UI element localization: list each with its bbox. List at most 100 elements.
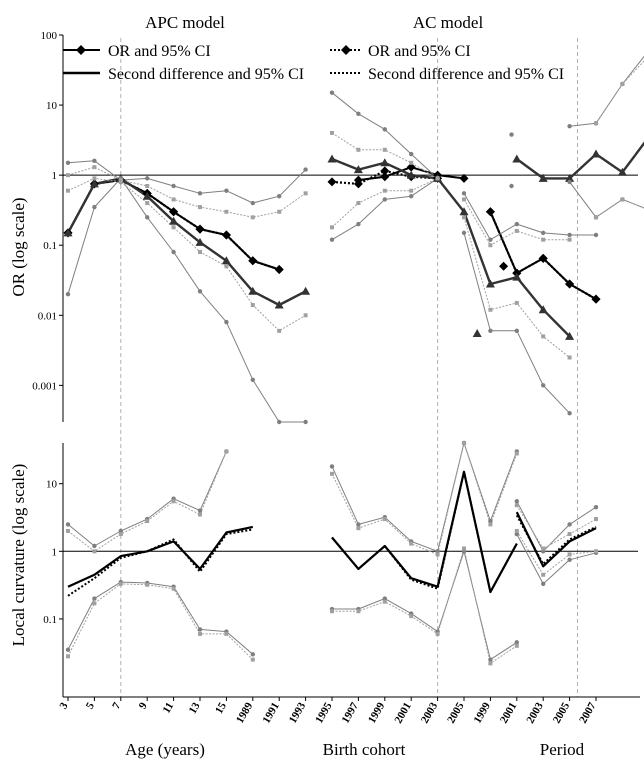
bottom-point-ci_dark <box>541 581 546 587</box>
x-tick-label: 7 <box>110 700 123 711</box>
top-point-ci_light <box>277 328 282 333</box>
top-point-ci_light <box>541 334 546 339</box>
bottom-series-lc_ac-1 <box>67 528 253 597</box>
top-point-ci_light <box>488 307 493 312</box>
bottom-point-ci_light <box>541 572 546 577</box>
top-point-ci_dark <box>514 328 519 334</box>
y-tick-label-top: 0.001 <box>32 380 57 392</box>
top-point-ci_light <box>567 237 572 242</box>
top-point-ci_light <box>330 225 334 230</box>
top-point-ci_dark <box>409 151 414 157</box>
top-point-ci_light <box>171 225 176 230</box>
top-point-ci_dark <box>303 167 308 172</box>
top-point-sd_apc <box>591 149 601 158</box>
top-point-sd_apc <box>617 167 627 176</box>
top-point-ci_dark <box>145 176 150 181</box>
top-point-sd_apc <box>221 256 231 265</box>
top-point-ci_dark <box>277 194 282 199</box>
top-point-ci_light <box>118 179 123 184</box>
top-point-ci_light <box>145 201 150 206</box>
top-point-ci_dark <box>171 249 176 255</box>
bottom-point-ci_dark <box>92 596 97 601</box>
top-point-ci_dark <box>567 232 572 238</box>
top-point-ci_dark <box>171 183 176 189</box>
series-layer <box>66 55 644 664</box>
bottom-point-ci_light <box>435 631 440 636</box>
top-point-ci_light <box>620 81 625 86</box>
top-point-or_ac <box>485 207 495 217</box>
bottom-point-ci_light <box>250 657 255 662</box>
legend-label-sd-apc: Second difference and 95% CI <box>108 66 304 83</box>
top-series-ci_light-25 <box>595 198 644 218</box>
bottom-point-ci_light <box>118 532 123 537</box>
x-group-label-period: Period <box>540 740 585 759</box>
top-point-or_ac <box>195 224 205 234</box>
top-point-standalone-diamond <box>499 261 509 271</box>
panel-title-apc: APC model <box>145 13 225 32</box>
top-point-sd_apc <box>142 191 152 200</box>
top-point-ci_dark <box>593 232 599 238</box>
x-tick-label: 1993 <box>287 700 309 725</box>
x-tick-label: 1989 <box>234 700 256 725</box>
bottom-point-ci_light <box>462 546 466 551</box>
bottom-point-ci_light <box>409 614 414 619</box>
top-point-or_ac <box>591 294 601 304</box>
bottom-point-ci_dark <box>250 652 255 657</box>
top-point-ci_light <box>435 176 440 181</box>
top-point-ci_light <box>488 243 493 248</box>
top-point-ci_dark <box>409 194 414 199</box>
y-tick-label-top: 10 <box>46 100 58 112</box>
top-point-sd_apc <box>63 228 73 237</box>
bottom-series-ci_dark-8 <box>331 442 518 552</box>
top-point-ci_dark <box>197 289 203 294</box>
bottom-point-ci_light <box>356 526 361 531</box>
bottom-point-ci_light <box>594 517 598 522</box>
bottom-point-ci_light <box>145 582 150 587</box>
bottom-point-ci_light <box>435 552 440 557</box>
top-point-ci_dark <box>145 215 150 220</box>
x-tick-label: 5 <box>84 700 97 711</box>
top-point-ci_dark <box>356 221 361 227</box>
bottom-point-ci_light <box>488 522 493 527</box>
top-point-ci_light <box>541 237 546 242</box>
top-point-standalone-triangle <box>472 328 482 337</box>
top-point-ci_light <box>224 209 229 214</box>
bottom-point-ci_light <box>198 631 202 636</box>
top-point-ci_light <box>250 303 255 308</box>
top-point-ci_dark <box>356 111 361 117</box>
top-point-or_ac <box>327 177 337 187</box>
top-point-ci_light <box>382 147 387 152</box>
divider-lines-layer <box>120 38 579 697</box>
bottom-point-ci_dark <box>514 499 519 504</box>
bottom-point-ci_light <box>488 661 493 666</box>
bottom-point-ci_dark <box>92 543 97 549</box>
bottom-series-lc_apc-0 <box>67 525 254 588</box>
x-tick-label: 2005 <box>551 700 573 725</box>
bottom-series-ci_dark-16 <box>516 533 597 585</box>
legend-marker-or-apc <box>76 45 86 55</box>
x-tick-label: 2003 <box>419 700 441 725</box>
top-point-ci_light <box>92 165 97 170</box>
top-point-ci_light <box>145 183 150 188</box>
top-point-sd_apc <box>248 286 258 295</box>
bottom-series-lc_ac-13 <box>515 514 597 565</box>
panel-title-ac: AC model <box>413 13 484 32</box>
top-point-ci_light <box>409 160 414 165</box>
top-point-sd_apc <box>195 237 205 246</box>
bottom-point-ci_dark <box>65 522 71 527</box>
bottom-point-ci_light <box>382 517 387 522</box>
top-point-sd_apc <box>485 279 495 288</box>
top-point-ci_light <box>303 191 308 196</box>
y-tick-label-bottom: 1 <box>52 546 58 558</box>
legend-marker-or-ac <box>341 45 351 55</box>
bottom-point-ci_dark <box>65 647 71 652</box>
top-point-or_ac <box>274 265 284 275</box>
bottom-point-ci_light <box>382 599 387 604</box>
x-tick-label: 1995 <box>313 700 335 725</box>
x-group-label-cohort: Birth cohort <box>323 740 406 759</box>
bottom-series-ci_light-9 <box>331 442 518 555</box>
top-point-ci_light <box>92 176 97 181</box>
bottom-series-ci_dark-10 <box>332 550 518 661</box>
top-point-ci_dark <box>250 200 255 206</box>
top-series-ci_dark-23 <box>569 181 644 218</box>
